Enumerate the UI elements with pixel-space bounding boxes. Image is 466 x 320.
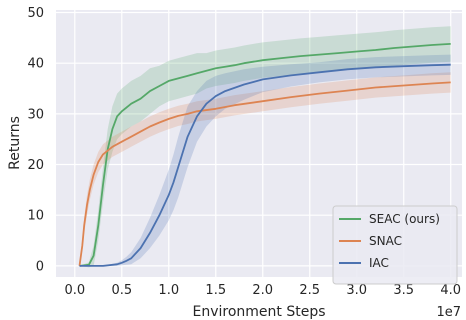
x-tick-label: 0.5 <box>111 283 132 298</box>
x-tick-label: 3.0 <box>346 283 367 298</box>
legend-box <box>332 205 458 285</box>
series-line <box>78 81 451 267</box>
y-tick-label: 10 <box>27 209 44 224</box>
y-tick-label: 40 <box>27 57 44 72</box>
x-tick-label: 2.0 <box>252 283 273 298</box>
confidence-bands <box>79 26 451 268</box>
legend-label: IAC <box>369 256 389 270</box>
series-band <box>79 54 451 266</box>
series-lines <box>78 43 451 267</box>
x-tick-label: 4.0 <box>440 283 461 298</box>
y-tick-label: 20 <box>27 158 44 173</box>
series-line <box>79 43 451 267</box>
y-axis-label: Returns <box>7 116 23 170</box>
x-tick-label: 2.5 <box>299 283 320 298</box>
x-tick-label: 1.0 <box>158 283 179 298</box>
y-tick-label: 50 <box>27 6 44 21</box>
x-scale-label: 1e7 <box>436 305 461 320</box>
series-line <box>79 63 451 267</box>
legend-label: SNAC <box>369 234 402 248</box>
x-tick-labels: 0.0 0.5 1.0 1.5 2.0 2.5 3.0 3.5 4.0 <box>64 283 461 298</box>
legend-label: SEAC (ours) <box>369 212 440 226</box>
y-tick-label: 30 <box>27 107 44 122</box>
series-band <box>79 26 451 268</box>
x-tick-label: 0.0 <box>64 283 85 298</box>
series-band <box>79 72 451 266</box>
legend: SEAC (ours) SNAC IAC <box>332 205 458 285</box>
y-tick-label: 0 <box>36 259 44 274</box>
x-tick-label: 1.5 <box>205 283 226 298</box>
y-tick-labels: 0 10 20 30 40 50 <box>27 6 44 274</box>
x-axis-label: Environment Steps <box>192 304 325 320</box>
x-tick-label: 3.5 <box>393 283 414 298</box>
